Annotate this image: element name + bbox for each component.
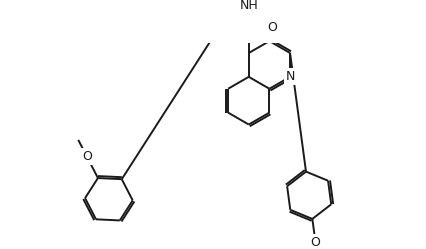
Text: O: O: [268, 21, 278, 34]
Text: O: O: [311, 236, 320, 249]
Text: N: N: [286, 70, 296, 83]
Text: O: O: [82, 150, 92, 163]
Text: NH: NH: [239, 0, 258, 12]
